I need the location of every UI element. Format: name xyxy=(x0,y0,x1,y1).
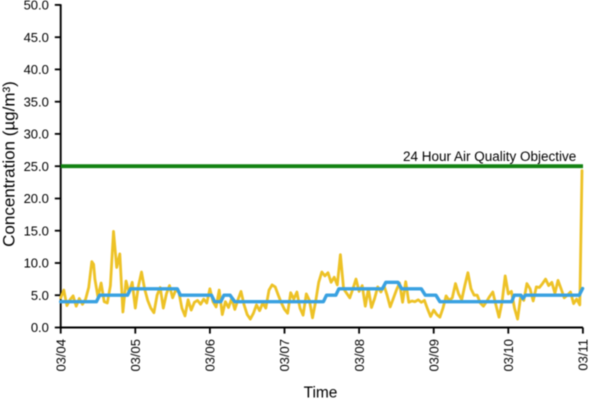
svg-text:24 Hour Air Quality Objective: 24 Hour Air Quality Objective xyxy=(403,149,576,164)
svg-text:50.0: 50.0 xyxy=(24,0,49,13)
svg-text:03/10: 03/10 xyxy=(501,339,516,372)
svg-text:Time: Time xyxy=(304,385,338,400)
svg-text:5.0: 5.0 xyxy=(31,288,49,303)
svg-text:03/04: 03/04 xyxy=(53,339,68,372)
svg-text:10.0: 10.0 xyxy=(24,256,49,271)
svg-text:30.0: 30.0 xyxy=(24,127,49,142)
svg-text:20.0: 20.0 xyxy=(24,191,49,206)
svg-text:03/05: 03/05 xyxy=(128,339,143,372)
svg-text:03/08: 03/08 xyxy=(352,339,367,372)
svg-text:45.0: 45.0 xyxy=(24,30,49,45)
svg-text:03/07: 03/07 xyxy=(277,339,292,372)
svg-text:03/11: 03/11 xyxy=(576,339,591,371)
svg-text:0.0: 0.0 xyxy=(31,320,49,335)
svg-text:Concentration (µg/m³): Concentration (µg/m³) xyxy=(0,81,19,247)
svg-text:25.0: 25.0 xyxy=(24,159,49,174)
svg-text:40.0: 40.0 xyxy=(24,62,49,77)
svg-text:03/06: 03/06 xyxy=(203,339,218,372)
svg-text:35.0: 35.0 xyxy=(24,94,49,109)
svg-text:03/09: 03/09 xyxy=(426,339,441,372)
svg-text:15.0: 15.0 xyxy=(24,223,49,238)
